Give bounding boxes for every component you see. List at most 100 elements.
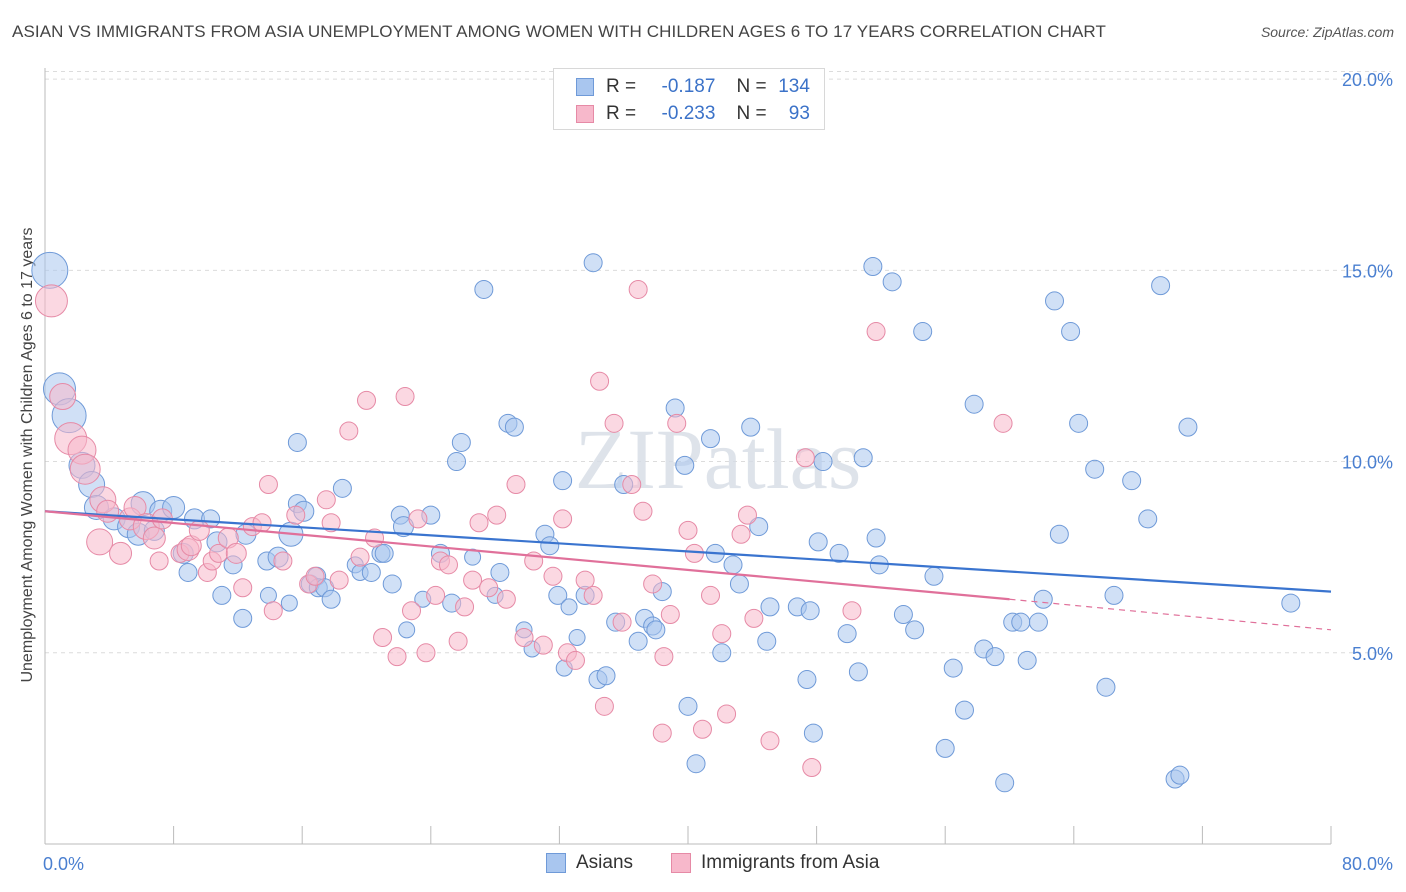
data-point	[954, 700, 974, 720]
data-point	[882, 272, 902, 292]
data-point	[398, 621, 416, 639]
data-point	[259, 586, 277, 604]
data-point	[34, 284, 68, 318]
data-point	[448, 631, 468, 651]
data-point	[540, 536, 560, 556]
data-point	[321, 513, 341, 533]
correlation-legend: R = -0.187 N = 134 R = -0.233 N = 93	[553, 68, 825, 130]
legend-item-asians: Asians	[546, 852, 633, 874]
data-point	[1104, 585, 1124, 605]
data-point	[416, 643, 436, 663]
data-point	[373, 627, 393, 647]
data-point	[1151, 276, 1171, 296]
data-point	[808, 532, 828, 552]
data-point	[1170, 765, 1190, 785]
data-point	[829, 543, 849, 563]
data-point	[332, 478, 352, 498]
legend-r-label: R =	[606, 103, 637, 124]
data-point	[628, 631, 648, 651]
data-point	[1045, 291, 1065, 311]
data-point	[893, 605, 913, 625]
x-tick-labels: 0.0% 80.0%	[43, 854, 1393, 874]
legend-n-label: N =	[736, 76, 767, 97]
data-point	[49, 383, 77, 411]
legend-row-immigrants: R = -0.233 N = 93	[576, 102, 810, 126]
data-point	[408, 509, 428, 529]
data-point	[305, 566, 325, 586]
data-point	[506, 475, 526, 495]
data-point	[1033, 589, 1053, 609]
data-point	[455, 597, 475, 617]
data-point	[357, 390, 376, 410]
legend-swatch-asians	[576, 78, 594, 96]
data-point	[612, 612, 632, 632]
data-point	[596, 666, 616, 686]
data-point	[553, 471, 573, 491]
data-point	[744, 608, 764, 628]
data-point	[225, 542, 247, 564]
legend-label-asians: Asians	[576, 852, 634, 873]
data-point	[1085, 459, 1105, 479]
data-point	[316, 490, 336, 510]
data-point	[643, 574, 663, 594]
data-point	[568, 628, 586, 646]
data-point	[252, 513, 272, 533]
data-point	[273, 551, 293, 571]
data-point	[866, 528, 886, 548]
data-point	[729, 574, 749, 594]
data-point	[583, 585, 603, 605]
data-point	[723, 555, 743, 575]
series-legend: Asians Immigrants from Asia	[0, 852, 1406, 878]
legend-n-value: 93	[788, 103, 810, 124]
data-point	[866, 322, 886, 342]
legend-r-value: -0.233	[661, 103, 716, 124]
data-point	[402, 601, 422, 621]
data-point	[675, 455, 695, 475]
data-point	[853, 448, 873, 468]
data-point	[684, 543, 704, 563]
data-point	[86, 528, 114, 556]
data-point	[479, 578, 499, 598]
data-point	[321, 589, 341, 609]
data-point	[628, 279, 648, 299]
legend-item-immigrants: Immigrants from Asia	[671, 852, 879, 874]
data-point	[667, 413, 687, 433]
data-point	[280, 594, 298, 612]
data-point	[426, 585, 446, 605]
data-point	[451, 432, 471, 452]
data-point	[717, 704, 737, 724]
data-point	[924, 566, 944, 586]
data-point	[731, 524, 751, 544]
trend-line	[44, 510, 1332, 593]
data-point	[490, 562, 510, 582]
data-point	[361, 562, 381, 582]
data-point	[287, 432, 307, 452]
data-point	[935, 738, 955, 758]
data-point	[701, 585, 721, 605]
data-point	[142, 526, 166, 550]
data-point	[905, 620, 925, 640]
data-point	[447, 452, 467, 472]
data-point	[678, 520, 698, 540]
legend-swatch-immigrants	[576, 105, 594, 123]
trend-lines	[44, 510, 1332, 631]
data-point	[548, 585, 568, 605]
data-point	[800, 601, 820, 621]
data-point	[802, 758, 822, 778]
data-point	[96, 499, 120, 523]
data-point	[837, 624, 857, 644]
data-point	[1028, 612, 1048, 632]
data-point	[590, 371, 610, 391]
data-point	[504, 417, 524, 437]
data-point	[438, 555, 458, 575]
data-point	[496, 589, 516, 609]
data-point	[533, 635, 553, 655]
data-point	[286, 505, 306, 525]
axes	[44, 68, 1332, 845]
data-point	[395, 387, 415, 407]
data-point	[553, 509, 573, 529]
data-point	[233, 578, 253, 598]
data-point	[692, 719, 712, 739]
data-point	[964, 394, 984, 414]
